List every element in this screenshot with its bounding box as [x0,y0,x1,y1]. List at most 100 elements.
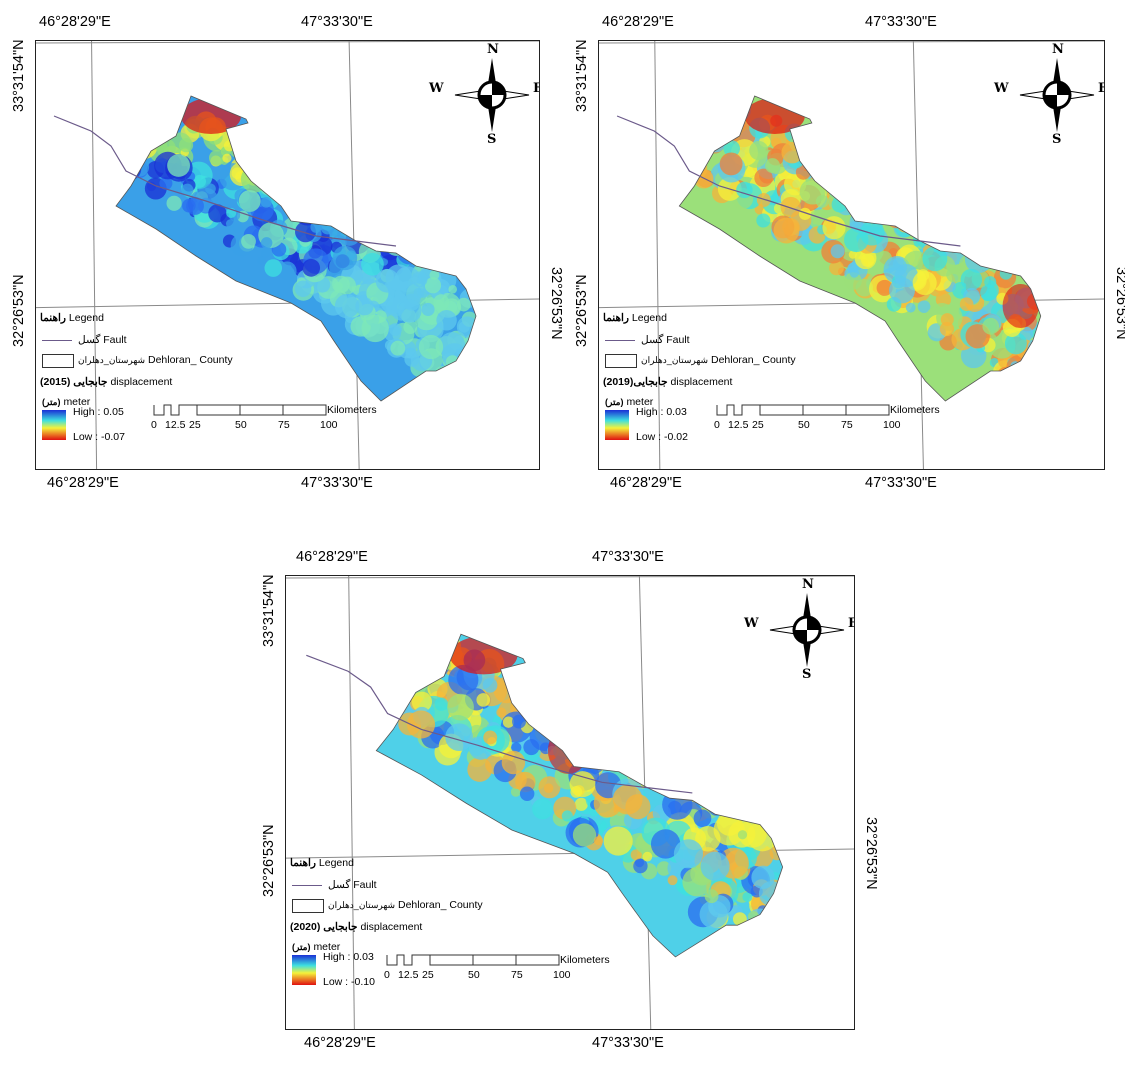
bottom-lon-left-label: 46°28'29"E [47,475,119,491]
compass-e-label: E [533,81,539,96]
legend-unit-en: meter [626,396,654,408]
scale-tick-1: 12.5 [728,419,749,431]
color-ramp [605,410,629,440]
fault-line [616,115,961,247]
top-lon-left-label: 46°28'29"E [296,549,368,565]
scale-tick-4: 75 [278,419,290,431]
legend-displacement: جابجایی (2015) displacement [40,377,172,388]
bottom-lon-left-label: 46°28'29"E [610,475,682,491]
scale-unit-label: Kilometers [890,404,940,416]
fault-line-symbol [292,885,322,886]
displacement-raster-map [599,41,1104,469]
legend-county-en: Dehloran_ County [711,354,796,366]
legend-county: شهرستان_دهلران Dehloran_ County [78,355,233,366]
legend-county-fa: شهرستان_دهلران [641,355,709,365]
scale-tick-0: 0 [714,419,720,431]
legend-fault: گسل Fault [328,880,377,891]
scale-bar-graphic [153,404,327,416]
legend-low: Low : -0.10 [323,976,375,988]
legend-fault: گسل Fault [78,335,127,346]
legend-heading-en: Legend [318,857,354,869]
legend-displacement-en: displacement [670,376,733,388]
legend-unit: (متر) meter [292,942,340,953]
map-frame: N S E W راهنما Legend گسل Fault شهرستان_… [35,40,540,470]
legend-heading: راهنما Legend [603,313,667,324]
compass-s-label: S [802,667,812,682]
legend-heading: راهنما Legend [40,313,104,324]
legend-displacement-en: displacement [110,376,173,388]
county-box-symbol [42,354,74,368]
scale-tick-3: 50 [468,969,480,981]
scale-tick-4: 75 [511,969,523,981]
legend-heading-fa: راهنما [603,312,629,324]
legend-high: High : 0.03 [323,951,374,963]
graticule-line [348,576,355,1029]
legend-county-en: Dehloran_ County [398,899,483,911]
legend-unit-fa: (متر) [292,942,311,952]
legend-fault-fa: گسل [328,879,351,891]
county-box-symbol [605,354,637,368]
scale-tick-3: 50 [798,419,810,431]
top-lon-left-label: 46°28'29"E [602,14,674,30]
lat-mid-right-label: 32°26'53"N [1113,267,1125,340]
bottom-lon-right-label: 47°33'30"E [301,475,373,491]
legend-unit-fa: (متر) [42,397,61,407]
compass-n-label: N [487,42,499,57]
county-boundary [375,633,784,958]
scale-tick-5: 100 [883,419,901,431]
compass-w-label: W [429,81,444,96]
legend-year-title: جابجایی (2020) [290,921,358,933]
legend-unit-en: meter [313,941,341,953]
scale-tick-0: 0 [151,419,157,431]
scale-unit-label: Kilometers [560,954,610,966]
legend-low: Low : -0.07 [73,431,125,443]
scale-tick-0: 0 [384,969,390,981]
scale-tick-1: 12.5 [398,969,419,981]
fault-line [306,654,693,794]
top-lon-right-label: 47°33'30"E [301,14,373,30]
legend-heading-en: Legend [631,312,667,324]
compass-rose-icon [1019,58,1095,132]
compass-n-label: N [802,577,814,592]
legend-low: Low : -0.02 [636,431,688,443]
map-frame: N S E W راهنما Legend گسل Fault شهرستان_… [285,575,855,1030]
fault-line-symbol [42,340,72,341]
county-boundary [115,95,477,402]
scale-unit-label: Kilometers [327,404,377,416]
lat-mid-left-label: 32°26'53"N [11,274,27,347]
scale-tick-1: 12.5 [165,419,186,431]
graticule-line [91,41,98,469]
compass-s-label: S [1052,132,1062,147]
lat-mid-left-label: 32°26'53"N [574,274,590,347]
legend-county-en: Dehloran_ County [148,354,233,366]
county-box-symbol [292,899,324,913]
compass-w-label: W [994,81,1009,96]
scale-tick-2: 25 [422,969,434,981]
lat-top-label: 33°31'54"N [11,39,27,112]
compass-w-label: W [744,616,759,631]
scale-bar-graphic [716,404,890,416]
scale-tick-5: 100 [320,419,338,431]
legend-unit-fa: (متر) [605,397,624,407]
map-frame: N S E W راهنما Legend گسل Fault شهرستان_… [598,40,1105,470]
graticule-line [36,41,539,44]
legend-heading: راهنما Legend [290,858,354,869]
top-lon-right-label: 47°33'30"E [865,14,937,30]
lat-mid-right-label: 32°26'53"N [863,817,879,890]
legend-fault-fa: گسل [78,334,101,346]
legend-heading-en: Legend [68,312,104,324]
bottom-lon-left-label: 46°28'29"E [304,1035,376,1051]
compass-n-label: N [1052,42,1064,57]
compass-rose-icon [769,593,845,667]
legend-county-fa: شهرستان_دهلران [78,355,146,365]
legend-year-title: جابجایی(2019) [603,376,668,388]
color-ramp [292,955,316,985]
scale-tick-2: 25 [752,419,764,431]
legend-high: High : 0.05 [73,406,124,418]
compass-e-label: E [1098,81,1104,96]
legend-fault-en: Fault [666,334,690,346]
legend-displacement: جابجایی(2019) displacement [603,377,732,388]
fault-line-symbol [605,340,635,341]
legend-unit: (متر) meter [42,397,90,408]
compass-rose-icon [454,58,530,132]
